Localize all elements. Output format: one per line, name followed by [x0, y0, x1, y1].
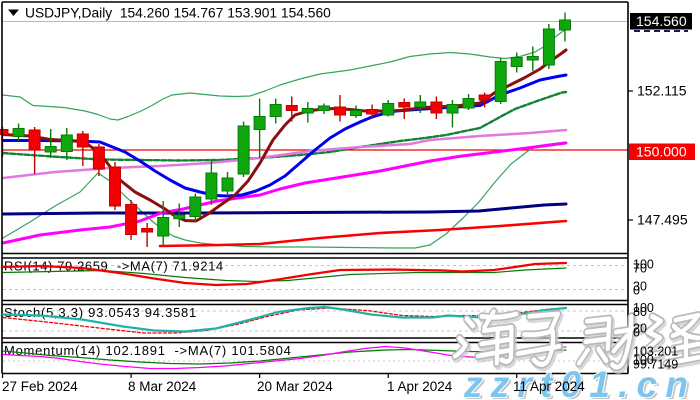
svg-text:150.000: 150.000 [636, 144, 687, 160]
svg-text:30: 30 [633, 280, 647, 294]
svg-text:147.495: 147.495 [637, 212, 688, 228]
svg-text:RSI(14) 79.2659 ->MA(7) 71.92: RSI(14) 79.2659 ->MA(7) 71.9214 [4, 259, 224, 274]
svg-text:USDJPY,Daily 154.260 154.767: USDJPY,Daily 154.260 154.767 153.901 154… [25, 6, 331, 21]
svg-text:99.7149: 99.7149 [633, 358, 678, 372]
svg-text:20 Mar 2024: 20 Mar 2024 [257, 379, 333, 394]
svg-text:zzrt01.cn: zzrt01.cn [466, 366, 699, 400]
svg-text:11 Apr 2024: 11 Apr 2024 [513, 379, 585, 394]
svg-text:0: 0 [633, 284, 640, 298]
svg-text:152.115: 152.115 [637, 83, 687, 99]
svg-text:8 Mar 2024: 8 Mar 2024 [128, 379, 197, 394]
svg-text:100: 100 [633, 301, 654, 315]
svg-text:Momentum(14) 102.1891 ->MA(7): Momentum(14) 102.1891 ->MA(7) 101.5804 [4, 343, 292, 358]
svg-text:20: 20 [633, 322, 647, 336]
svg-text:zzrt01.cn: zzrt01.cn [463, 364, 696, 400]
svg-text:0: 0 [633, 326, 640, 340]
svg-text:100: 100 [633, 353, 654, 367]
svg-text:154.560: 154.560 [636, 13, 687, 29]
svg-text:80: 80 [633, 305, 647, 319]
svg-text:1 Apr 2024: 1 Apr 2024 [387, 379, 453, 394]
svg-text:70: 70 [633, 262, 647, 276]
svg-text:Stoch(5,3,3) 93.0543 94.3581: Stoch(5,3,3) 93.0543 94.3581 [4, 305, 197, 320]
svg-text:103.201: 103.201 [633, 345, 678, 359]
svg-text:27 Feb 2024: 27 Feb 2024 [2, 379, 78, 394]
svg-text:100: 100 [633, 258, 654, 272]
